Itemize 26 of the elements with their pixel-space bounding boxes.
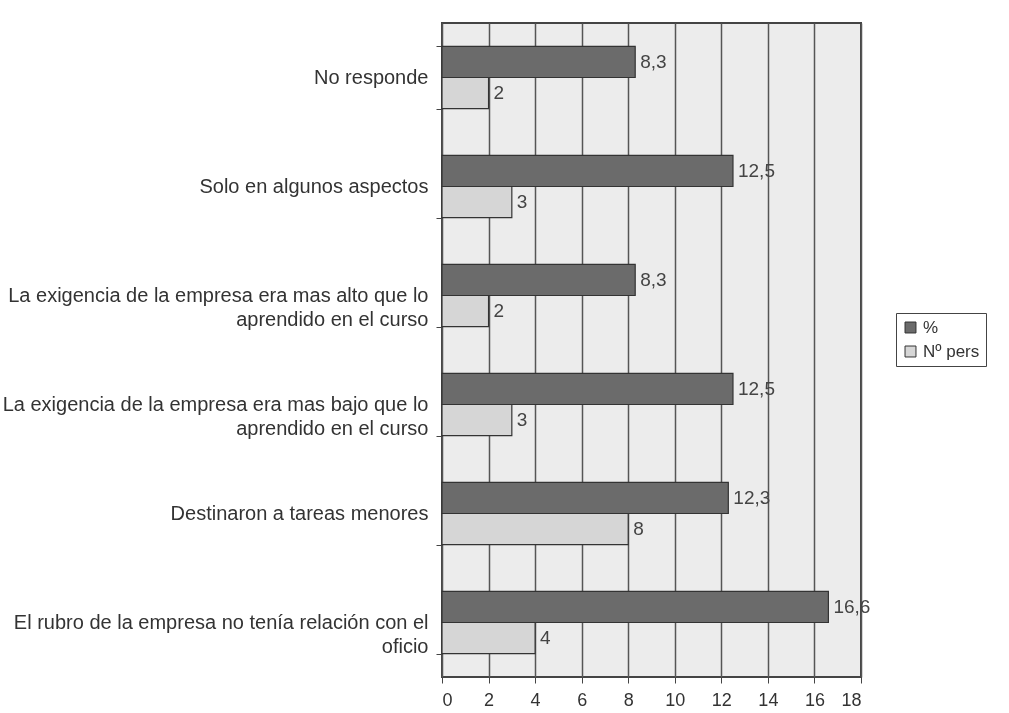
legend-label: %	[923, 317, 939, 337]
y-tick-label: No responde	[313, 66, 429, 88]
x-tick-label: 4	[530, 689, 541, 710]
data-label: 2	[493, 82, 505, 104]
data-label: 8	[633, 518, 644, 540]
y-tick-label: Solo en algunos aspectos	[199, 175, 429, 197]
data-label: 3	[516, 409, 528, 431]
y-tick-label: El rubro de la empresa no tenía relación con el oficio	[13, 611, 429, 657]
x-tick-label: 6	[577, 689, 588, 710]
x-tick-label: 2	[484, 689, 495, 710]
legend-label: Nº pers	[923, 341, 980, 361]
y-tick-label: Destinaron a tareas menores	[170, 502, 429, 524]
y-tick-label: La exigencia de la empresa era mas alto que lo aprendido en el curso	[8, 284, 429, 330]
x-tick-label: 10	[665, 689, 686, 710]
y-tick-label: La exigencia de la empresa era mas bajo que lo aprendido en el curso	[2, 393, 429, 439]
x-tick-label: 8	[623, 689, 634, 710]
data-label: 2	[493, 300, 505, 322]
data-label: 8,3	[640, 50, 667, 72]
x-tick-label: 12	[711, 689, 732, 710]
data-label: 8,3	[640, 268, 667, 290]
x-tick-label: 14	[758, 689, 779, 710]
data-label: 4	[540, 627, 552, 649]
x-tick-label: 16	[804, 689, 825, 710]
x-tick-label: 0	[442, 689, 453, 710]
x-tick-label: 18	[841, 689, 862, 710]
data-label: 3	[516, 191, 528, 213]
